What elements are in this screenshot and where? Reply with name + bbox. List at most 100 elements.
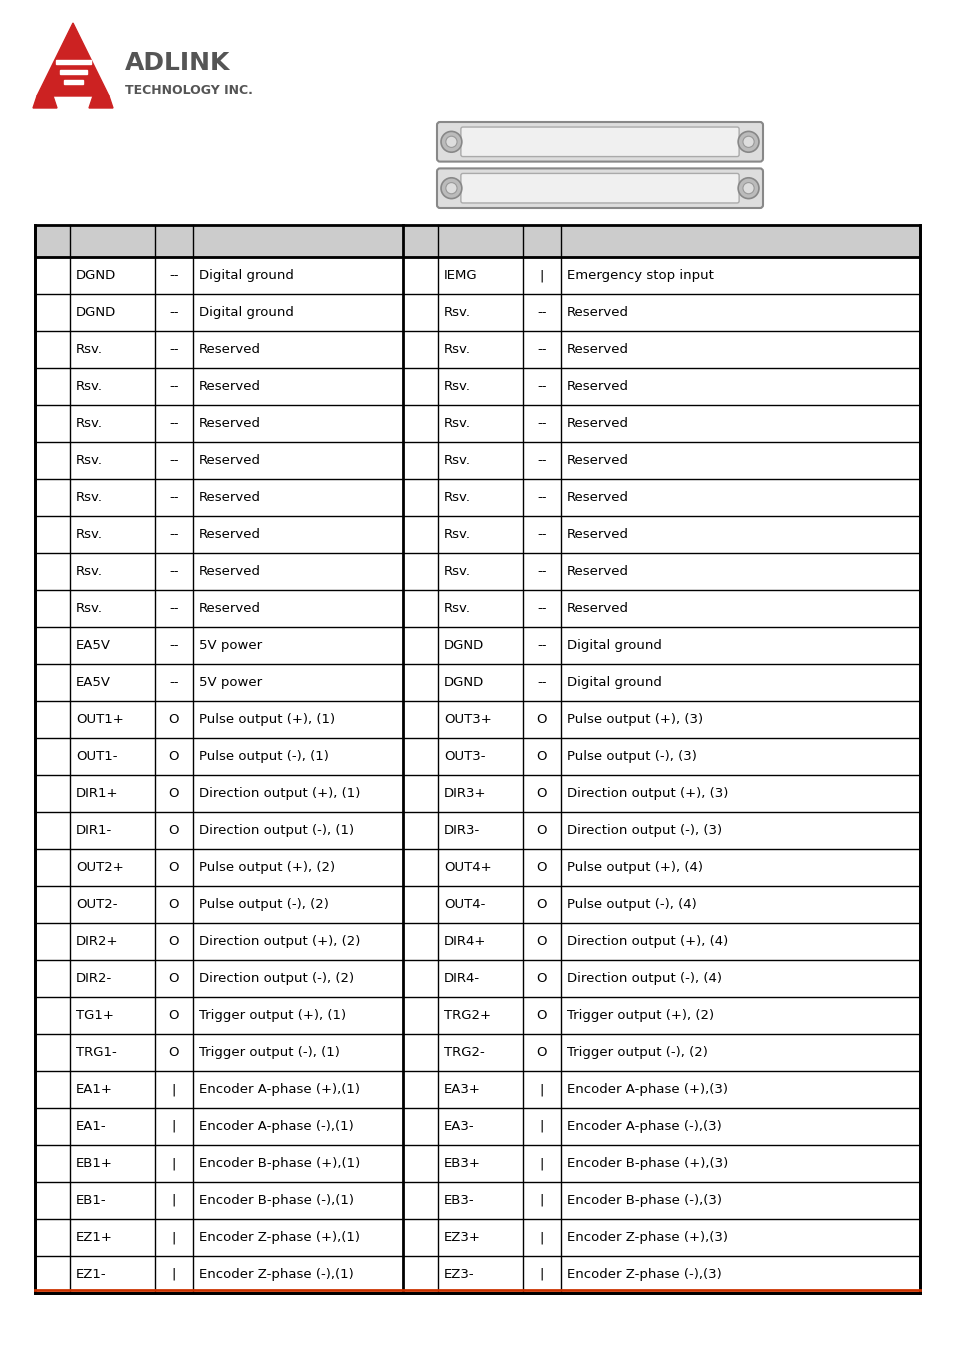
Text: |: | (172, 1157, 176, 1169)
Text: --: -- (537, 416, 546, 430)
Text: --: -- (537, 380, 546, 393)
Text: DIR3+: DIR3+ (443, 787, 486, 800)
Text: Direction output (-), (1): Direction output (-), (1) (199, 823, 354, 837)
Text: Encoder B-phase (+),(1): Encoder B-phase (+),(1) (199, 1157, 360, 1169)
Text: DGND: DGND (443, 676, 484, 690)
Text: O: O (169, 1009, 179, 1022)
Text: O: O (537, 1046, 547, 1059)
Text: EB1+: EB1+ (76, 1157, 112, 1169)
Text: |: | (172, 1268, 176, 1280)
Text: --: -- (537, 491, 546, 504)
Text: Encoder A-phase (+),(3): Encoder A-phase (+),(3) (566, 1083, 727, 1096)
Text: Pulse output (+), (2): Pulse output (+), (2) (199, 861, 335, 873)
Text: Reserved: Reserved (566, 491, 628, 504)
Text: Rsv.: Rsv. (443, 454, 471, 466)
Bar (35, 224, 919, 1293)
Text: Reserved: Reserved (199, 416, 261, 430)
Text: --: -- (169, 639, 178, 652)
Circle shape (742, 137, 754, 147)
Text: Pulse output (-), (4): Pulse output (-), (4) (566, 898, 696, 911)
Text: TRG1-: TRG1- (76, 1046, 116, 1059)
Text: |: | (172, 1232, 176, 1244)
Text: Emergency stop input: Emergency stop input (566, 269, 713, 283)
Text: DIR4-: DIR4- (443, 972, 479, 986)
FancyBboxPatch shape (460, 127, 739, 157)
Text: EZ3+: EZ3+ (443, 1232, 480, 1244)
Text: Direction output (-), (2): Direction output (-), (2) (199, 972, 354, 986)
Text: Digital ground: Digital ground (566, 676, 661, 690)
Text: OUT2-: OUT2- (76, 898, 117, 911)
Text: |: | (539, 1119, 543, 1133)
Text: O: O (537, 713, 547, 726)
Text: Rsv.: Rsv. (443, 602, 471, 615)
Bar (60, 70, 87, 74)
Text: Rsv.: Rsv. (76, 343, 103, 356)
Text: O: O (169, 936, 179, 948)
Text: Direction output (+), (1): Direction output (+), (1) (199, 787, 360, 800)
Text: 5V power: 5V power (199, 639, 262, 652)
Text: Reserved: Reserved (199, 491, 261, 504)
Text: Trigger output (+), (2): Trigger output (+), (2) (566, 1009, 714, 1022)
Text: Reserved: Reserved (199, 529, 261, 541)
Text: |: | (539, 1232, 543, 1244)
Text: O: O (537, 936, 547, 948)
Text: --: -- (537, 676, 546, 690)
Text: O: O (169, 898, 179, 911)
Text: Rsv.: Rsv. (76, 454, 103, 466)
Text: Encoder B-phase (-),(3): Encoder B-phase (-),(3) (566, 1194, 721, 1207)
Text: OUT1-: OUT1- (76, 750, 117, 763)
Text: EB3+: EB3+ (443, 1157, 480, 1169)
Text: --: -- (169, 529, 178, 541)
Text: OUT2+: OUT2+ (76, 861, 124, 873)
Text: Pulse output (+), (4): Pulse output (+), (4) (566, 861, 702, 873)
Text: Trigger output (-), (1): Trigger output (-), (1) (199, 1046, 339, 1059)
Text: DGND: DGND (443, 639, 484, 652)
Text: Rsv.: Rsv. (443, 565, 471, 579)
Text: |: | (539, 1157, 543, 1169)
Text: |: | (172, 1119, 176, 1133)
Text: Rsv.: Rsv. (443, 416, 471, 430)
Text: TRG2+: TRG2+ (443, 1009, 491, 1022)
Text: Digital ground: Digital ground (566, 639, 661, 652)
Text: Reserved: Reserved (566, 343, 628, 356)
Text: Encoder Z-phase (+),(3): Encoder Z-phase (+),(3) (566, 1232, 727, 1244)
Text: --: -- (537, 343, 546, 356)
Text: Reserved: Reserved (566, 529, 628, 541)
Text: O: O (537, 861, 547, 873)
Text: DIR1+: DIR1+ (76, 787, 118, 800)
Text: EZ3-: EZ3- (443, 1268, 475, 1280)
Text: --: -- (537, 565, 546, 579)
Text: --: -- (169, 602, 178, 615)
Text: DIR1-: DIR1- (76, 823, 112, 837)
Text: Pulse output (-), (1): Pulse output (-), (1) (199, 750, 329, 763)
Text: TRG2-: TRG2- (443, 1046, 484, 1059)
Text: EA3+: EA3+ (443, 1083, 480, 1096)
Text: Encoder A-phase (-),(3): Encoder A-phase (-),(3) (566, 1119, 721, 1133)
Text: O: O (169, 750, 179, 763)
Text: Rsv.: Rsv. (76, 565, 103, 579)
Polygon shape (89, 96, 112, 108)
Text: --: -- (169, 454, 178, 466)
Circle shape (738, 178, 759, 199)
Text: EZ1-: EZ1- (76, 1268, 107, 1280)
Text: --: -- (169, 306, 178, 319)
Text: Rsv.: Rsv. (76, 380, 103, 393)
Text: EA3-: EA3- (443, 1119, 475, 1133)
Text: Reserved: Reserved (199, 380, 261, 393)
Text: Reserved: Reserved (566, 565, 628, 579)
Circle shape (440, 178, 461, 199)
Text: Rsv.: Rsv. (443, 491, 471, 504)
Text: OUT4+: OUT4+ (443, 861, 491, 873)
FancyBboxPatch shape (460, 173, 739, 203)
Text: O: O (169, 972, 179, 986)
Text: --: -- (537, 306, 546, 319)
Text: Reserved: Reserved (566, 306, 628, 319)
Text: Rsv.: Rsv. (443, 343, 471, 356)
Text: Reserved: Reserved (566, 454, 628, 466)
Text: Reserved: Reserved (566, 380, 628, 393)
Text: --: -- (169, 676, 178, 690)
Circle shape (440, 131, 461, 153)
Text: Direction output (+), (2): Direction output (+), (2) (199, 936, 360, 948)
Text: |: | (539, 269, 543, 283)
Text: Rsv.: Rsv. (76, 416, 103, 430)
